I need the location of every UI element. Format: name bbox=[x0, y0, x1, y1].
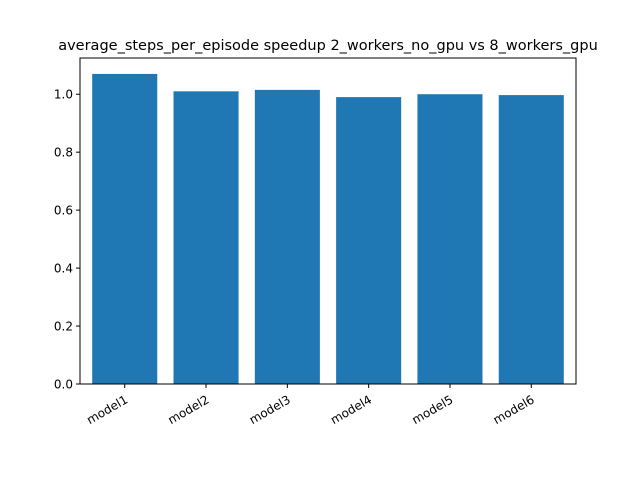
bars-group bbox=[92, 73, 564, 385]
bar-model6 bbox=[498, 95, 564, 384]
y-tick-label: 0.4 bbox=[54, 262, 73, 276]
bar-model4 bbox=[336, 97, 402, 385]
bar-model1 bbox=[92, 73, 158, 384]
y-tick-label: 0.0 bbox=[54, 378, 73, 392]
bar-model5 bbox=[417, 94, 483, 384]
y-tick-label: 0.8 bbox=[54, 146, 73, 160]
bar-model3 bbox=[254, 89, 320, 384]
y-tick-label: 0.2 bbox=[54, 320, 73, 334]
y-axis: 0.0 0.2 0.4 0.6 0.8 1.0 bbox=[54, 88, 80, 392]
y-tick-label: 1.0 bbox=[54, 88, 73, 102]
plot-frame bbox=[79, 57, 577, 385]
bar-model2 bbox=[173, 91, 239, 384]
y-tick-label: 0.6 bbox=[54, 204, 73, 218]
chart-title: average_steps_per_episode speedup 2_work… bbox=[58, 38, 598, 54]
